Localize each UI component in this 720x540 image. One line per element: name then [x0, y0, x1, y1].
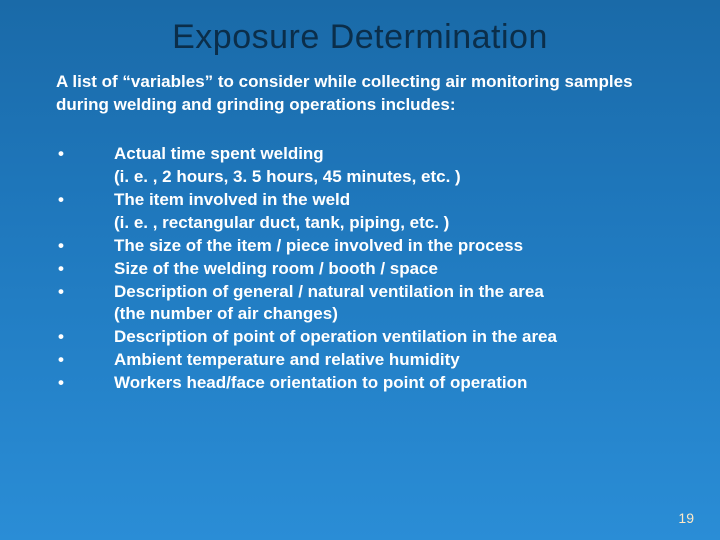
bullet-item: The size of the item / piece involved in…: [56, 235, 664, 258]
slide: Exposure Determination A list of “variab…: [0, 0, 720, 540]
bullet-list: Actual time spent welding(i. e. , 2 hour…: [56, 143, 664, 395]
bullet-item: Size of the welding room / booth / space: [56, 258, 664, 281]
bullet-item: Ambient temperature and relative humidit…: [56, 349, 664, 372]
bullet-item: The item involved in the weld(i. e. , re…: [56, 189, 664, 235]
slide-title: Exposure Determination: [86, 18, 634, 57]
bullet-item: Actual time spent welding(i. e. , 2 hour…: [56, 143, 664, 189]
bullet-item: Workers head/face orientation to point o…: [56, 372, 664, 395]
intro-text: A list of “variables” to consider while …: [56, 71, 664, 117]
slide-number: 19: [678, 510, 694, 526]
bullet-item: Description of point of operation ventil…: [56, 326, 664, 349]
bullet-item: Description of general / natural ventila…: [56, 281, 664, 327]
